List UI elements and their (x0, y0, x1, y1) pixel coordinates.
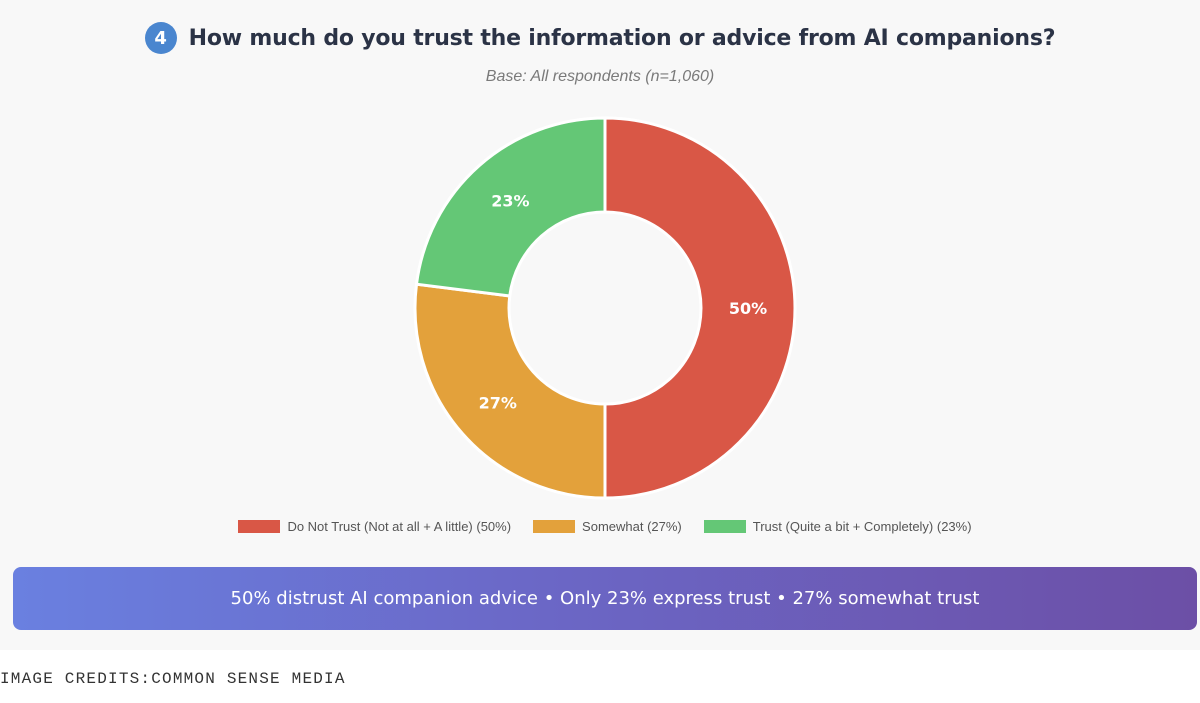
slice-label-trust: 23% (491, 192, 529, 211)
donut-labels: 50% 27% 23% (479, 192, 768, 413)
summary-banner-text: 50% distrust AI companion advice • Only … (230, 588, 980, 609)
chart-legend: Do Not Trust (Not at all + A little) (50… (0, 519, 1200, 534)
legend-item-trust: Trust (Quite a bit + Completely) (23%) (703, 519, 972, 534)
slice-label-somewhat: 27% (479, 394, 517, 413)
summary-banner: 50% distrust AI companion advice • Only … (13, 567, 1197, 630)
legend-swatch (533, 520, 576, 533)
image-credits: IMAGE CREDITS:COMMON SENSE MEDIA (0, 670, 346, 688)
legend-swatch (703, 520, 746, 533)
legend-label: Somewhat (27%) (582, 519, 682, 534)
chart-panel: 4 How much do you trust the information … (0, 22, 1200, 630)
donut-slices (413, 116, 797, 500)
legend-item-somewhat: Somewhat (27%) (533, 519, 682, 534)
donut-chart: 50% 27% 23% (413, 116, 797, 500)
title-row: 4 How much do you trust the information … (0, 22, 1200, 54)
slice-somewhat (413, 282, 607, 500)
chart-subtitle: Base: All respondents (n=1,060) (485, 68, 715, 85)
question-number-badge: 4 (144, 22, 177, 54)
slice-trust (414, 116, 607, 298)
legend-label: Trust (Quite a bit + Completely) (23%) (752, 519, 972, 534)
slice-do-not-trust (603, 116, 797, 500)
slice-label-do-not-trust: 50% (729, 299, 767, 318)
chart-title: How much do you trust the information or… (188, 25, 1056, 51)
legend-label: Do Not Trust (Not at all + A little) (50… (287, 519, 512, 534)
legend-swatch (238, 520, 281, 533)
legend-item-do-not-trust: Do Not Trust (Not at all + A little) (50… (238, 519, 511, 534)
